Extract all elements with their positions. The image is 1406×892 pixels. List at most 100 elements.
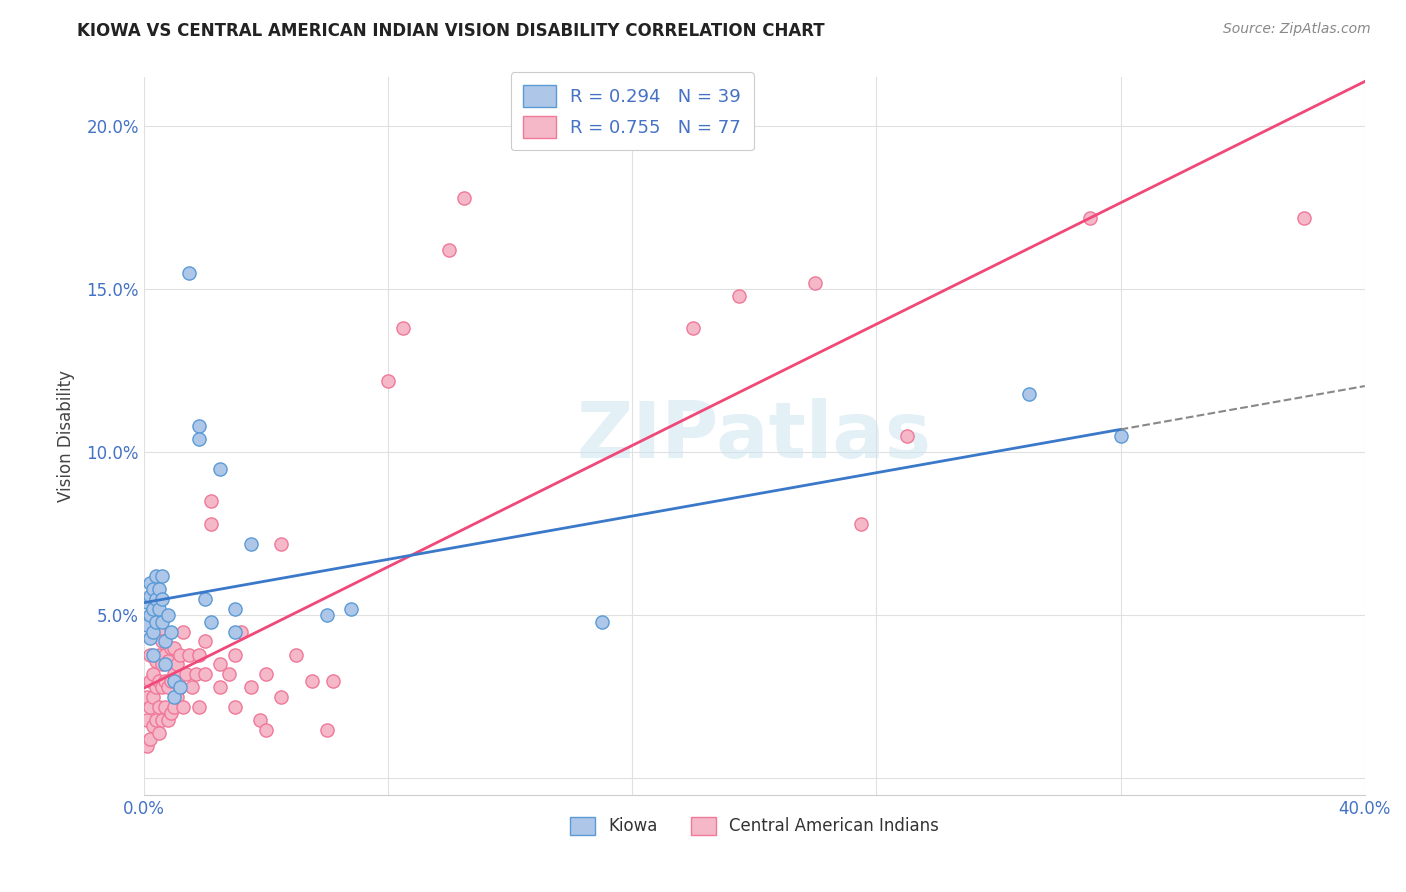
Point — [224, 624, 246, 639]
Point — [139, 673, 162, 688]
Point — [224, 602, 246, 616]
Point — [142, 667, 165, 681]
Point — [160, 673, 183, 688]
Point — [148, 725, 170, 739]
Point — [591, 615, 613, 629]
Point — [139, 648, 162, 662]
Point — [163, 699, 186, 714]
Point — [157, 654, 180, 668]
Point — [157, 608, 180, 623]
Point — [139, 699, 162, 714]
Point — [194, 667, 217, 681]
Point — [150, 657, 173, 672]
Point — [1292, 211, 1315, 225]
Point — [163, 640, 186, 655]
Point — [1109, 429, 1132, 443]
Point — [145, 713, 167, 727]
Point — [148, 582, 170, 597]
Point — [145, 654, 167, 668]
Point — [181, 680, 204, 694]
Point — [224, 648, 246, 662]
Point — [187, 648, 209, 662]
Point — [150, 713, 173, 727]
Point — [172, 624, 194, 639]
Point — [194, 592, 217, 607]
Text: KIOWA VS CENTRAL AMERICAN INDIAN VISION DISABILITY CORRELATION CHART: KIOWA VS CENTRAL AMERICAN INDIAN VISION … — [77, 22, 825, 40]
Point — [377, 374, 399, 388]
Point — [239, 680, 262, 694]
Point — [148, 602, 170, 616]
Point — [139, 589, 162, 603]
Point — [208, 680, 231, 694]
Point — [150, 680, 173, 694]
Point — [682, 321, 704, 335]
Point — [270, 536, 292, 550]
Point — [249, 713, 271, 727]
Point — [150, 634, 173, 648]
Point — [145, 680, 167, 694]
Point — [150, 615, 173, 629]
Point — [150, 569, 173, 583]
Point — [184, 667, 207, 681]
Point — [163, 667, 186, 681]
Point — [187, 433, 209, 447]
Point — [153, 673, 176, 688]
Point — [179, 648, 201, 662]
Point — [150, 592, 173, 607]
Point — [270, 690, 292, 704]
Point — [139, 575, 162, 590]
Point — [340, 602, 363, 616]
Y-axis label: Vision Disability: Vision Disability — [58, 370, 75, 502]
Text: Source: ZipAtlas.com: Source: ZipAtlas.com — [1223, 22, 1371, 37]
Point — [392, 321, 415, 335]
Point — [194, 634, 217, 648]
Point — [142, 690, 165, 704]
Point — [142, 648, 165, 662]
Point — [142, 602, 165, 616]
Point — [135, 739, 157, 753]
Point — [160, 640, 183, 655]
Point — [728, 289, 751, 303]
Point — [169, 680, 191, 694]
Point — [142, 719, 165, 733]
Point — [163, 673, 186, 688]
Point — [148, 648, 170, 662]
Point — [148, 624, 170, 639]
Point — [322, 673, 344, 688]
Point — [135, 595, 157, 609]
Point — [139, 608, 162, 623]
Point — [139, 631, 162, 645]
Point — [200, 517, 222, 532]
Point — [169, 648, 191, 662]
Point — [453, 191, 475, 205]
Point — [135, 713, 157, 727]
Point — [896, 429, 918, 443]
Point — [153, 648, 176, 662]
Point — [231, 624, 253, 639]
Point — [849, 517, 872, 532]
Point — [315, 608, 337, 623]
Point — [153, 634, 176, 648]
Point — [145, 569, 167, 583]
Point — [254, 723, 277, 737]
Point — [254, 667, 277, 681]
Point — [218, 667, 240, 681]
Point — [208, 461, 231, 475]
Point — [200, 615, 222, 629]
Point — [208, 657, 231, 672]
Point — [160, 624, 183, 639]
Point — [437, 244, 460, 258]
Point — [135, 690, 157, 704]
Point — [157, 713, 180, 727]
Point — [1078, 211, 1101, 225]
Point — [224, 699, 246, 714]
Point — [148, 699, 170, 714]
Point — [301, 673, 323, 688]
Point — [315, 723, 337, 737]
Point — [139, 732, 162, 747]
Legend: Kiowa, Central American Indians: Kiowa, Central American Indians — [561, 808, 948, 844]
Point — [145, 592, 167, 607]
Point — [157, 680, 180, 694]
Point — [153, 699, 176, 714]
Point — [176, 667, 198, 681]
